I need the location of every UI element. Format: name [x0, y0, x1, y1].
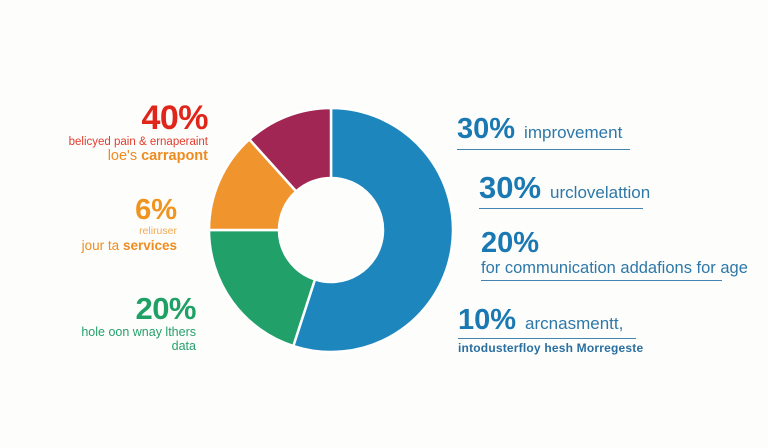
- callout-6pct-line2-regular: jour ta: [81, 238, 123, 254]
- callout-30pct-improvement-value: 30%: [457, 113, 516, 145]
- callout-20pct-left-line1: hole oon wnay lthers: [81, 325, 196, 339]
- callout-20pct-left-line2: data: [171, 339, 196, 354]
- callout-40pct-line2: loe's carrapont: [0, 148, 208, 165]
- callout-6pct-value: 6%: [135, 194, 177, 226]
- callout-20pct-right-value: 20%: [481, 227, 540, 259]
- underline-rule: [479, 208, 643, 209]
- callout-40pct: 40% belicyed pain & ernaperaint loe's ca…: [0, 99, 209, 165]
- callout-10pct-text: arcnasmentt,: [525, 314, 624, 333]
- callout-20pct-left: 20% hole oon wnay lthers data: [36, 293, 196, 354]
- callout-6pct: 6% reliruser jour ta services: [17, 196, 177, 254]
- underline-rule: [458, 338, 636, 339]
- callout-6pct-line2-bold: services: [122, 238, 177, 254]
- callout-6pct-line1: reliruser: [139, 225, 177, 237]
- callout-30pct-second-text: urclovelattion: [550, 183, 651, 202]
- callout-10pct-value: 10%: [458, 304, 517, 336]
- callout-40pct-line2-regular: loe's: [107, 148, 142, 165]
- donut-segment-crimson: [248, 106, 333, 193]
- callout-40pct-line2-bold: carrapont: [141, 148, 208, 165]
- callout-30pct-second: 30% urclovelattion: [479, 172, 650, 209]
- callout-20pct-right: 20% for communication addafions for age: [481, 227, 748, 282]
- callout-20pct-left-value: 20%: [135, 291, 196, 326]
- callout-30pct-improvement-text: improvement: [524, 123, 623, 142]
- callout-30pct-improvement: 30% improvement: [457, 115, 630, 150]
- callout-40pct-line1: belicyed pain & ernaperaint: [68, 136, 208, 148]
- donut-segment-blue: [292, 106, 455, 354]
- callout-20pct-right-text: for communication addafions for age: [481, 259, 748, 277]
- underline-rule: [457, 149, 630, 150]
- donut-segment-green: [207, 228, 317, 348]
- callout-40pct-value: 40%: [141, 99, 208, 137]
- underline-rule: [481, 280, 722, 282]
- callout-10pct: 10% arcnasmentt, intodusterfloy hesh Mor…: [458, 306, 643, 355]
- callout-6pct-line2: jour ta services: [17, 238, 177, 254]
- callout-30pct-second-value: 30%: [479, 170, 542, 205]
- callout-10pct-subtext: intodusterfloy hesh Morregeste: [458, 341, 644, 355]
